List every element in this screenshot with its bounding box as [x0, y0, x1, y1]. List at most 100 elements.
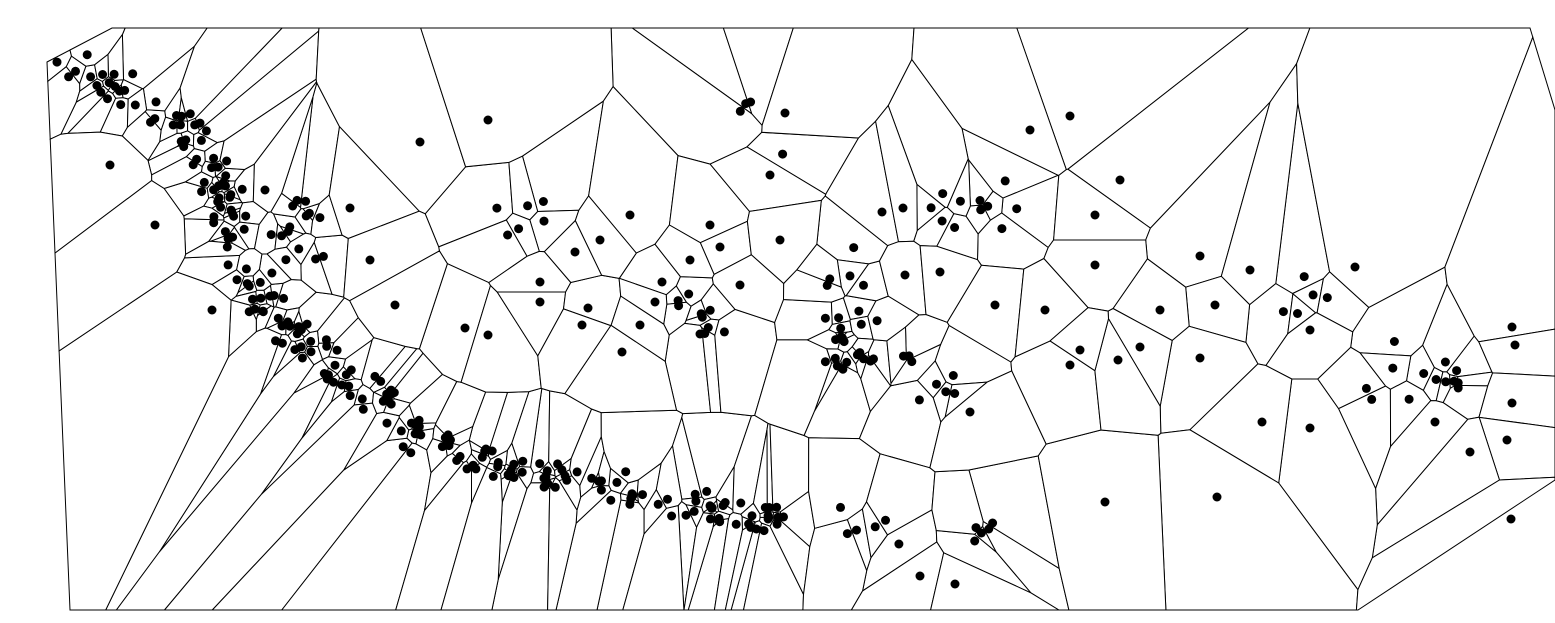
- site-point: [1389, 337, 1399, 346]
- voronoi-cell: [252, 80, 318, 213]
- site-point: [96, 87, 106, 97]
- site-point: [390, 300, 400, 310]
- site-point: [535, 459, 545, 469]
- voronoi-cell: [1375, 400, 1469, 526]
- site-point: [948, 371, 958, 380]
- site-point: [514, 224, 524, 234]
- site-point: [1440, 357, 1450, 367]
- site-point: [82, 50, 92, 60]
- site-point: [621, 467, 631, 477]
- site-point: [950, 579, 960, 589]
- site-point: [406, 448, 416, 458]
- site-point: [1361, 383, 1371, 393]
- site-point: [222, 156, 232, 166]
- site-point: [700, 329, 710, 338]
- site-point: [294, 322, 304, 332]
- site-point: [719, 327, 729, 337]
- site-point: [110, 82, 120, 91]
- site-point: [483, 115, 493, 125]
- voronoi-cell: [49, 131, 153, 255]
- site-point: [197, 187, 207, 197]
- site-point: [109, 69, 119, 79]
- site-point: [130, 100, 140, 110]
- site-point: [705, 514, 715, 524]
- site-point: [1113, 355, 1123, 365]
- site-point: [345, 203, 355, 213]
- voronoi-cell: [343, 210, 440, 302]
- site-point: [907, 357, 917, 367]
- site-point: [596, 485, 606, 495]
- site-point: [705, 305, 715, 315]
- site-point: [1100, 497, 1110, 507]
- cells: [46, 27, 1555, 611]
- site-point: [941, 387, 951, 397]
- site-point: [518, 456, 528, 466]
- site-point: [538, 197, 548, 206]
- site-point: [337, 380, 347, 390]
- site-point: [965, 407, 975, 417]
- site-point: [834, 313, 844, 323]
- site-point: [550, 482, 560, 492]
- site-point: [330, 360, 340, 370]
- site-point: [535, 297, 545, 307]
- voronoi-cell: [711, 254, 785, 324]
- site-point: [306, 336, 316, 346]
- site-point: [452, 456, 462, 465]
- site-point: [975, 196, 985, 205]
- site-point: [378, 396, 388, 406]
- site-point: [854, 306, 864, 316]
- site-point: [98, 70, 108, 79]
- site-point: [105, 160, 115, 170]
- site-point: [221, 181, 230, 191]
- site-point: [269, 291, 279, 300]
- site-point: [597, 476, 606, 486]
- site-point: [460, 323, 470, 333]
- site-point: [1040, 305, 1050, 315]
- site-point: [900, 270, 910, 280]
- site-point: [365, 255, 375, 265]
- site-point: [1465, 447, 1475, 457]
- site-point: [207, 305, 217, 315]
- site-point: [899, 351, 908, 361]
- site-point: [220, 227, 230, 237]
- site-point: [382, 418, 392, 428]
- site-point: [177, 111, 186, 121]
- voronoi-cell: [440, 466, 503, 611]
- site-point: [772, 502, 782, 512]
- site-point: [577, 320, 587, 330]
- site-point: [296, 342, 306, 352]
- site-point: [226, 190, 236, 200]
- site-point: [1000, 176, 1010, 186]
- site-point: [168, 120, 178, 130]
- site-point: [830, 353, 840, 363]
- site-point: [322, 341, 332, 351]
- site-point: [213, 162, 223, 172]
- site-point: [915, 571, 925, 581]
- site-point: [315, 213, 325, 223]
- site-point: [689, 506, 699, 516]
- site-point: [271, 336, 280, 346]
- site-point: [955, 196, 965, 206]
- voronoi-cell: [1444, 35, 1555, 343]
- site-point: [691, 496, 701, 506]
- site-point: [344, 381, 354, 391]
- site-point: [1090, 210, 1100, 220]
- site-point: [705, 501, 715, 511]
- site-point: [346, 365, 356, 375]
- voronoi-cell: [654, 224, 715, 279]
- site-point: [1195, 353, 1205, 363]
- site-point: [241, 211, 251, 221]
- site-point: [471, 464, 481, 474]
- site-point: [746, 522, 756, 532]
- site-point: [765, 170, 775, 180]
- site-point: [407, 418, 416, 428]
- site-point: [1305, 423, 1315, 433]
- site-point: [1452, 366, 1462, 376]
- voronoi-cell: [537, 308, 612, 395]
- site-point: [281, 255, 291, 265]
- site-point: [415, 137, 425, 147]
- site-point: [487, 446, 497, 456]
- site-point: [195, 118, 205, 128]
- site-point: [128, 69, 138, 79]
- site-point: [667, 511, 677, 521]
